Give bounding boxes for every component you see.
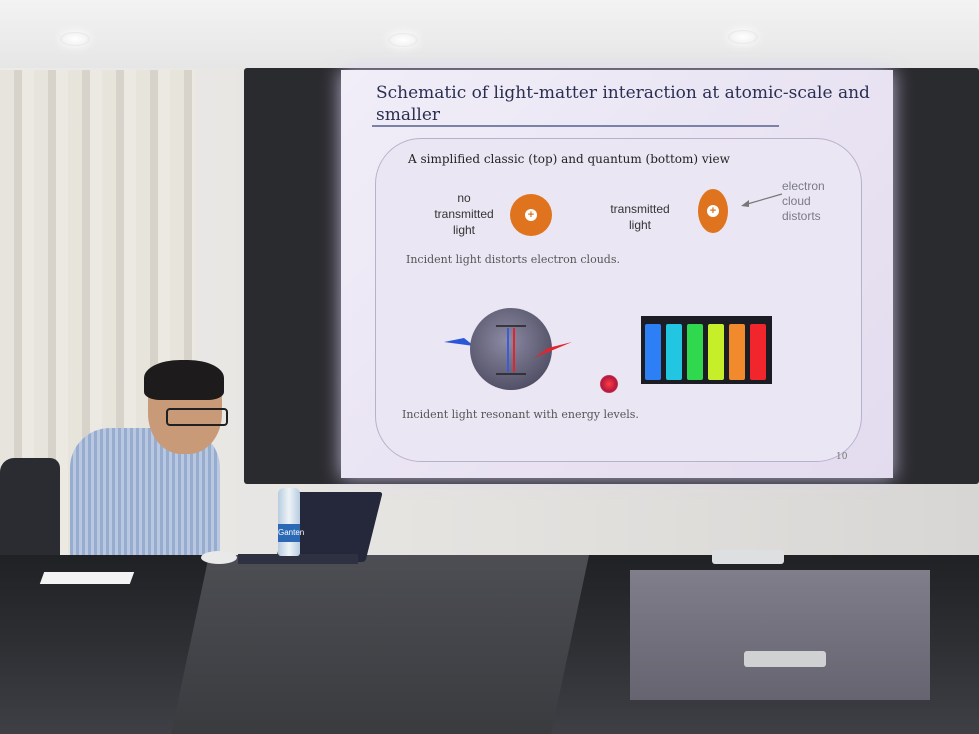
screen-reflection — [630, 570, 930, 700]
table-device — [712, 550, 784, 564]
atom-sphere — [470, 308, 552, 390]
annotation-arrow-icon — [741, 193, 783, 207]
transmitted-light-label: transmitted light — [610, 202, 670, 232]
glasses — [166, 408, 228, 426]
cuvette — [687, 324, 703, 380]
remote-control — [744, 651, 826, 667]
emitted-light-arrow-icon — [534, 342, 572, 358]
electron-cloud-annotation: electron cloud distorts — [782, 179, 825, 223]
slide-title: Schematic of light-matter interaction at… — [376, 83, 870, 125]
title-divider — [372, 125, 779, 127]
table-surface — [170, 555, 590, 734]
distorted-atom-icon: + — [698, 189, 728, 233]
page-number: 10 — [836, 452, 848, 462]
no-transmitted-light-label: no transmitted light — [434, 191, 494, 237]
fluorescent-cuvettes-image — [641, 316, 772, 384]
content-panel — [375, 138, 862, 462]
caption-classic: Incident light distorts electron clouds. — [406, 253, 620, 266]
energy-levels-icon — [496, 325, 526, 375]
nucleus-plus-icon: + — [525, 209, 537, 221]
ceiling-light — [728, 30, 758, 44]
laptop-base — [238, 554, 358, 564]
incident-light-arrow-icon — [444, 338, 474, 346]
laser-pointer-dot — [600, 375, 618, 393]
cuvette — [645, 324, 661, 380]
cuvette — [729, 324, 745, 380]
presenter-hair — [144, 360, 224, 400]
slide-subtitle: A simplified classic (top) and quantum (… — [408, 152, 730, 166]
ceiling — [0, 0, 979, 68]
ceiling-light — [388, 33, 418, 47]
ceiling-light — [60, 32, 90, 46]
bottle-label: Ganten — [278, 524, 304, 542]
nucleus-plus-icon: + — [707, 205, 719, 217]
paper-sheet — [39, 572, 135, 584]
cuvette — [750, 324, 766, 380]
cuvette — [708, 324, 724, 380]
water-bottle — [278, 488, 300, 556]
atom-icon: + — [510, 194, 552, 236]
caption-quantum: Incident light resonant with energy leve… — [402, 408, 639, 421]
computer-mouse — [201, 551, 237, 564]
cuvette — [666, 324, 682, 380]
